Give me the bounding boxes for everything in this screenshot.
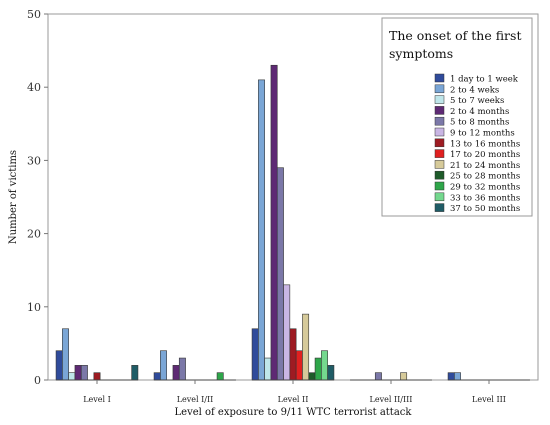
bar: [251, 328, 259, 381]
legend-label: 25 to 28 months: [450, 172, 520, 182]
bar: [314, 357, 322, 381]
legend-swatch: [434, 84, 445, 94]
y-axis-ticks: 0 10 20 30 40 50: [27, 8, 48, 387]
legend-swatch: [434, 73, 445, 83]
y-tick-label: 10: [27, 301, 41, 314]
legend-swatch: [434, 127, 445, 137]
legend-label: 9 to 12 months: [450, 129, 515, 139]
x-category-label: Level I: [83, 395, 111, 404]
bar: [160, 350, 167, 381]
y-tick-label: 30: [27, 154, 41, 167]
legend-box: [381, 17, 533, 217]
bar: [454, 372, 461, 381]
bar: [308, 372, 316, 381]
bar: [93, 372, 101, 381]
x-axis-categories: Level I Level I/II Level II Level II/III Lev…: [83, 380, 506, 404]
legend-title-line-1: The onset of the first: [389, 28, 521, 43]
bar: [400, 372, 408, 381]
y-tick-label: 40: [27, 81, 41, 94]
legend-label: 5 to 8 months: [450, 118, 509, 128]
legend: The onset of the first symptoms 1 day to…: [381, 17, 533, 217]
legend-label: 13 to 16 months: [450, 139, 520, 149]
x-category-label: Level II/III: [370, 395, 413, 404]
y-axis-title: Number of victims: [8, 150, 19, 244]
legend-swatch: [434, 149, 445, 158]
y-tick-label: 20: [27, 228, 41, 241]
bar: [153, 372, 161, 381]
legend-swatch: [434, 170, 445, 180]
bar: [80, 365, 88, 381]
bars: [55, 64, 530, 381]
legend-swatch: [434, 203, 445, 212]
bar: [74, 365, 82, 381]
bar: [447, 372, 455, 381]
legend-label: 5 to 7 weeks: [450, 96, 504, 106]
x-category-label: Level III: [472, 395, 506, 404]
legend-swatch: [434, 138, 445, 148]
legend-swatch: [434, 160, 445, 169]
legend-label: 2 to 4 weks: [450, 85, 499, 95]
legend-swatch: [434, 181, 445, 191]
bar: [302, 313, 310, 381]
bar: [258, 79, 265, 381]
legend-label: 2 to 4 months: [450, 107, 509, 117]
bar: [172, 365, 180, 381]
bar: [216, 372, 224, 381]
bar: [276, 167, 284, 381]
legend-swatch: [434, 192, 445, 202]
legend-label: 29 to 32 months: [450, 183, 520, 193]
bar: [62, 328, 69, 381]
x-axis-title: Level of exposure to 9/11 WTC terrorist …: [175, 407, 413, 418]
bar: [264, 357, 272, 381]
bar: [270, 64, 278, 381]
bar: [321, 350, 328, 381]
legend-label: 33 to 36 months: [450, 193, 520, 203]
bar: [295, 350, 303, 381]
legend-swatch: [434, 95, 445, 104]
bar: [178, 357, 186, 381]
x-category-label: Level I/II: [177, 395, 214, 404]
y-tick-label: 0: [34, 374, 41, 387]
legend-label: 1 day to 1 week: [450, 75, 519, 85]
bar: [327, 365, 335, 381]
legend-swatch: [434, 116, 445, 126]
legend-label: 21 to 24 months: [450, 161, 520, 171]
bar: [283, 284, 291, 381]
y-tick-label: 50: [27, 8, 41, 21]
legend-label: 37 to 50 months: [450, 204, 520, 214]
bar: [374, 372, 382, 381]
bar: [131, 365, 139, 381]
bar: [289, 328, 297, 381]
bar: [68, 372, 76, 381]
bar: [55, 350, 63, 381]
legend-title-line-2: symptoms: [389, 46, 453, 61]
legend-swatch: [434, 106, 445, 115]
legend-label: 17 to 20 months: [450, 150, 520, 160]
x-category-label: Level II: [278, 395, 309, 404]
